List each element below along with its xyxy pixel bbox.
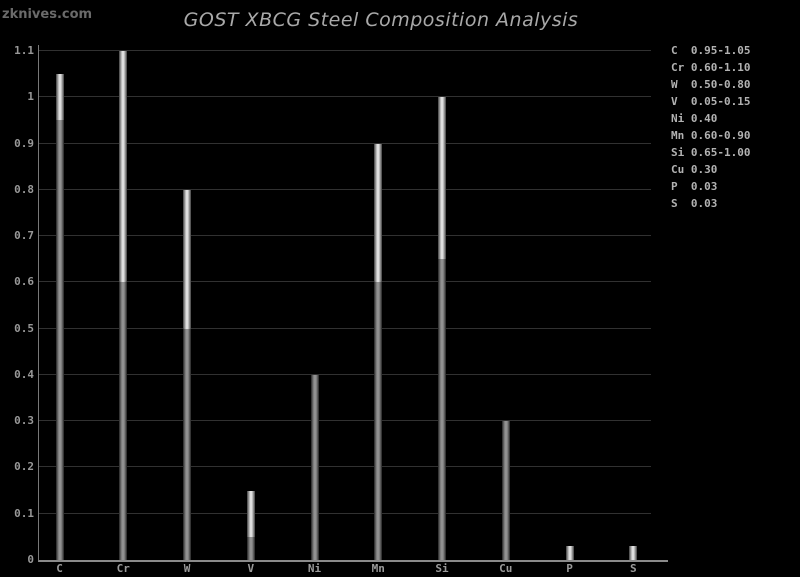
bar-base-Cr [119,282,128,560]
legend-value: 0.65-1.00 [690,146,751,159]
y-tick-label: 0.9 [14,136,34,150]
bar-base-Ni [310,374,319,560]
legend-element-label: S [671,197,678,210]
bar-range-C [55,74,64,121]
y-tick-label: 0.6 [14,275,34,289]
bar-base-Mn [374,282,383,560]
y-tick-label: 1 [27,90,34,104]
legend-row-Si: Si 0.65-1.00 [671,144,750,161]
chart-plot-area: 1.1 1 0.9 0.8 0.7 0.6 0.5 0.4 0.3 0.2 0.1 0 C Cr W V Ni M… [14,44,668,575]
bar-range-S [629,546,638,560]
gridline [39,96,651,98]
x-tick-label-P: P [566,562,573,575]
bar-range-W [183,189,191,329]
x-tick-label-C: C [56,562,63,575]
legend-element-label: Ni [671,112,685,125]
x-tick-label-Si: Si [435,562,449,575]
legend-row-Ni: Ni 0.40 [671,110,750,127]
legend-value: 0.95-1.05 [690,44,751,57]
bar-range-Si [438,97,446,260]
y-tick-label: 0.3 [14,414,34,428]
gridline [39,188,651,190]
gridline [39,235,651,237]
y-tick-label: 0.5 [14,321,34,335]
legend-row-Cr: Cr 0.60-1.10 [671,59,750,76]
legend-row-V: V 0.05-0.15 [671,93,750,110]
y-tick-label: 0.2 [14,460,34,474]
chart-title: GOST XBCG Steel Composition Analysis [183,9,579,31]
x-tick-label-Cr: Cr [116,562,130,575]
bar-base-C [55,120,64,560]
gridline [39,373,651,375]
legend-element-label: V [671,95,678,108]
x-tick-label-S: S [629,562,637,575]
gridline [39,142,651,144]
y-tick-label: 0.8 [14,182,34,196]
legend-value: 0.30 [690,163,718,176]
legend-row-Mn: Mn 0.60-0.90 [671,127,750,144]
legend-value: 0.40 [690,112,718,125]
bar-base-Cu [501,421,510,560]
legend-value: 0.50-0.80 [690,78,751,91]
legend-element-label: Cu [671,163,685,176]
legend-value: 0.03 [690,180,718,193]
legend-row-W: W 0.50-0.80 [671,76,750,93]
legend-row-Cu: Cu 0.30 [671,161,750,178]
legend-value: 0.03 [690,197,718,210]
legend-element-label: Si [671,146,685,159]
x-tick-label-W: W [183,562,191,575]
gridline [39,327,651,329]
bar-range-Mn [374,143,383,283]
gridline [39,466,651,468]
legend-element-label: Cr [671,61,685,74]
branding-text: zknives.com [2,7,93,22]
y-tick-label: 0 [27,553,34,566]
legend-value: 0.60-0.90 [690,129,751,142]
legend-element-label: C [671,44,678,57]
bar-range-P [565,546,574,560]
y-tick-label: 1.1 [14,44,34,57]
gridline [39,50,651,51]
legend-element-label: Mn [671,129,685,142]
x-tick-label-Cu: Cu [499,562,513,575]
legend-row-C: C 0.95-1.05 [671,42,750,59]
bar-base-W [183,328,191,560]
legend-value: 0.05-0.15 [690,95,751,108]
bar-range-Cr [119,51,128,283]
legend-row-P: P 0.03 [671,178,750,195]
legend-row-S: S 0.03 [671,195,750,212]
x-tick-label-Mn: Mn [371,562,385,575]
x-tick-label-Ni: Ni [307,562,322,575]
bar-base-V [246,536,255,560]
gridline [39,281,651,283]
legend-element-label: P [671,180,678,193]
bar-range-V [246,490,255,537]
bar-base-Si [438,259,446,560]
gridline [39,420,651,422]
chart-legend: C 0.95-1.05 Cr 0.60-1.10 W 0.50-0.80 V 0.05-0.1… [671,42,750,212]
legend-element-label: W [671,78,678,91]
y-tick-label: 0.7 [14,229,34,243]
legend-value: 0.60-1.10 [690,61,751,74]
y-tick-label: 0.1 [14,506,34,520]
gridline [39,512,651,514]
x-tick-label-V: V [247,562,255,575]
y-tick-label: 0.4 [14,367,34,381]
